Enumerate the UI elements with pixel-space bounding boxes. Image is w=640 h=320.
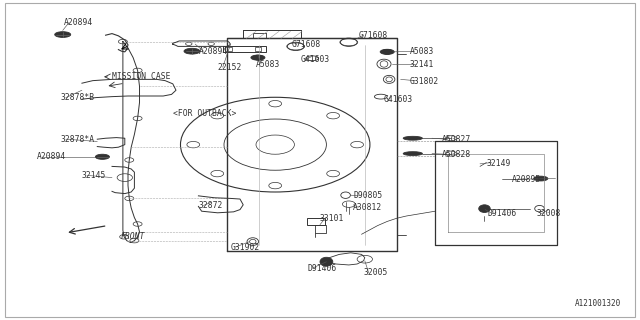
Text: 32145: 32145 [82,171,106,180]
Text: A20895: A20895 [512,175,541,184]
Bar [315,225,326,233]
Bar [223,46,266,52]
Ellipse shape [320,257,333,266]
Text: 32878*B: 32878*B [61,93,95,102]
Text: 32005: 32005 [364,268,388,277]
Text: A20894: A20894 [37,152,67,161]
Text: 32141: 32141 [410,60,434,68]
Text: 33101: 33101 [320,214,344,223]
Text: A30812: A30812 [353,203,383,212]
Text: 22152: 22152 [218,63,242,72]
Text: A5083: A5083 [410,47,434,56]
Text: A50827: A50827 [442,135,471,144]
Circle shape [382,49,392,54]
Text: MISSION CASE: MISSION CASE [112,72,170,81]
Text: 32878*A: 32878*A [61,135,95,144]
Text: G41603: G41603 [301,55,330,64]
Text: A50828: A50828 [442,150,471,159]
Text: G71608: G71608 [358,31,388,40]
Text: D91406: D91406 [488,209,517,218]
Bar [255,47,261,51]
Ellipse shape [479,205,490,212]
Text: G41603: G41603 [384,95,413,104]
Bar [307,218,325,225]
Ellipse shape [251,55,265,60]
Ellipse shape [95,154,109,159]
Ellipse shape [403,136,422,140]
Text: 32008: 32008 [536,209,561,218]
Circle shape [253,55,263,60]
Text: FRONT: FRONT [120,232,145,241]
Text: 32872: 32872 [198,201,223,210]
Text: G31902: G31902 [230,243,260,252]
Text: G31802: G31802 [410,77,439,86]
Text: A20894: A20894 [198,47,228,56]
Text: A5083: A5083 [256,60,280,68]
Ellipse shape [403,152,422,156]
Text: A20894: A20894 [64,18,93,27]
Text: G71608: G71608 [291,40,321,49]
Bar [225,47,232,51]
Ellipse shape [534,176,548,181]
Text: 32149: 32149 [486,159,511,168]
Ellipse shape [55,32,70,37]
Text: D90805: D90805 [353,191,383,200]
Text: A121001320: A121001320 [575,299,621,308]
Text: <FOR OUTBACK>: <FOR OUTBACK> [173,109,236,118]
Ellipse shape [380,49,394,54]
Ellipse shape [184,48,200,54]
Text: D91406: D91406 [307,264,337,273]
